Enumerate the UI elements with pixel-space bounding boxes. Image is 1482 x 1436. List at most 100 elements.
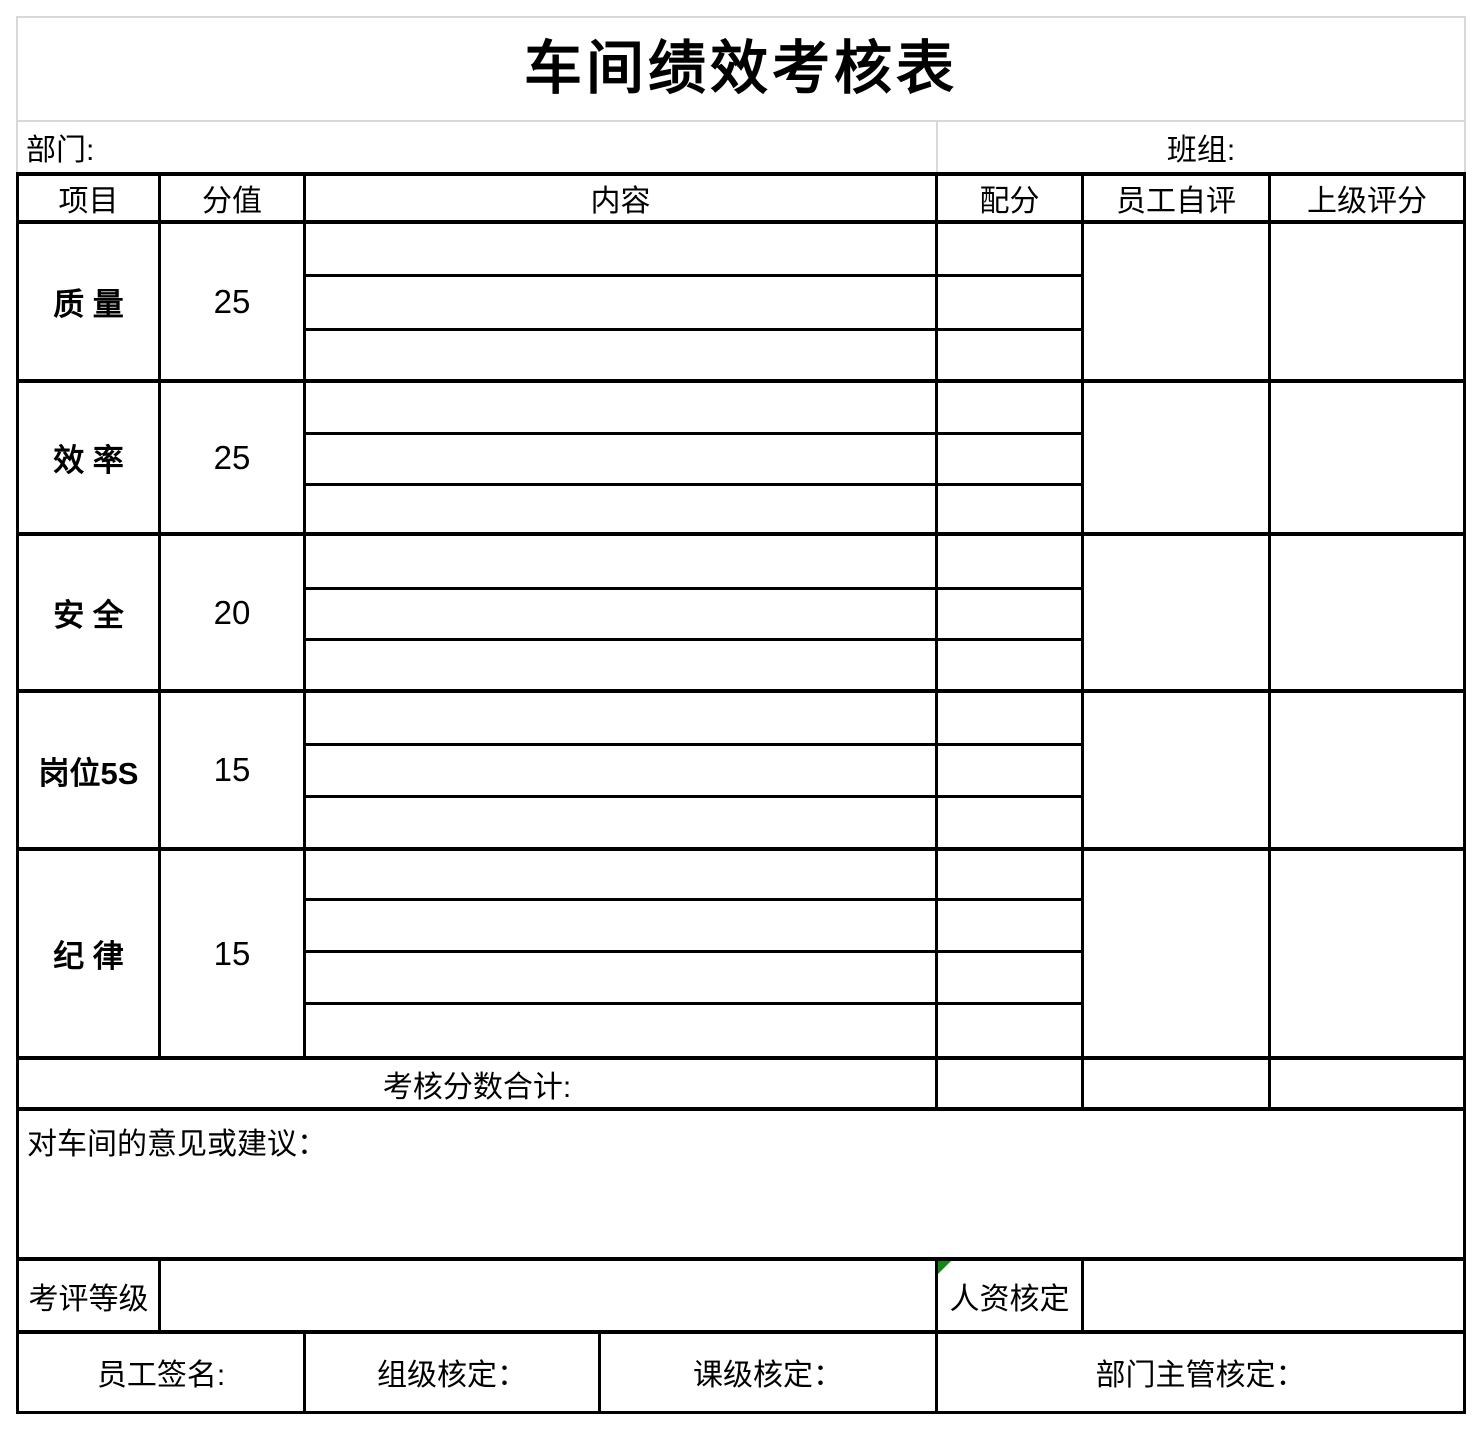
- content-cell[interactable]: [303, 220, 938, 277]
- total-allocation-cell[interactable]: [935, 1056, 1084, 1111]
- header-content: 内容: [303, 172, 938, 224]
- grade-row: 考评等级 人资核定: [16, 1257, 1466, 1334]
- allocation-cell[interactable]: [935, 432, 1084, 486]
- content-cell[interactable]: [303, 483, 938, 536]
- form-title-block: 车间绩效考核表: [16, 16, 1466, 120]
- content-cell[interactable]: [303, 328, 938, 383]
- content-cell[interactable]: [303, 532, 938, 590]
- assessment-form: 车间绩效考核表 部门: 班组: 项目 分值 内容 配分 员工自评 上级评分 质 …: [16, 16, 1466, 1414]
- content-cell[interactable]: [303, 638, 938, 693]
- total-supervisor-rating-cell[interactable]: [1268, 1056, 1466, 1111]
- category-discipline-score: 15: [158, 847, 306, 1060]
- category-quality: 质 量: [16, 220, 161, 383]
- content-cell[interactable]: [303, 274, 938, 331]
- category-discipline: 纪 律: [16, 847, 161, 1060]
- grade-value-cell[interactable]: [158, 1257, 938, 1334]
- content-cell[interactable]: [303, 587, 938, 641]
- header-allocation: 配分: [935, 172, 1084, 224]
- table-row: [18, 950, 1465, 1005]
- supervisor-rating-cell[interactable]: [1268, 689, 1466, 851]
- hr-approval-value-cell[interactable]: [1081, 1257, 1466, 1334]
- table-row: [18, 432, 1465, 486]
- self-rating-cell[interactable]: [1081, 847, 1271, 1060]
- allocation-cell[interactable]: [935, 483, 1084, 536]
- header-supervisor-rating: 上级评分: [1268, 172, 1466, 224]
- group-approval-label: 组级核定：: [377, 1359, 527, 1393]
- content-cell[interactable]: [303, 432, 938, 486]
- assessment-table: 项目 分值 内容 配分 员工自评 上级评分 质 量 25 效 率 25: [16, 172, 1466, 1414]
- content-cell[interactable]: [303, 795, 938, 851]
- self-rating-cell[interactable]: [1081, 220, 1271, 383]
- suggestion-label: 对车间的意见或建议：: [27, 1128, 327, 1161]
- allocation-cell[interactable]: [935, 274, 1084, 331]
- team-field[interactable]: 班组:: [938, 122, 1464, 172]
- section-approval-label: 课级核定：: [693, 1359, 843, 1393]
- table-row: [18, 743, 1465, 798]
- department-field[interactable]: 部门:: [18, 122, 938, 172]
- department-label: 部门:: [26, 134, 95, 167]
- grade-label: 考评等级: [16, 1257, 161, 1334]
- table-row: [18, 483, 1465, 536]
- category-efficiency: 效 率: [16, 379, 161, 536]
- supervisor-rating-cell[interactable]: [1268, 220, 1466, 383]
- supervisor-rating-cell[interactable]: [1268, 847, 1466, 1060]
- allocation-cell[interactable]: [935, 328, 1084, 383]
- self-rating-cell[interactable]: [1081, 689, 1271, 851]
- table-row: [18, 795, 1465, 851]
- content-cell[interactable]: [303, 898, 938, 953]
- allocation-cell[interactable]: [935, 795, 1084, 851]
- allocation-cell[interactable]: [935, 379, 1084, 435]
- hr-approval-label: 人资核定: [935, 1257, 1084, 1334]
- table-row: [18, 1002, 1465, 1060]
- allocation-cell[interactable]: [935, 638, 1084, 693]
- table-row: [18, 274, 1465, 331]
- table-header-row: 项目 分值 内容 配分 员工自评 上级评分: [16, 172, 1466, 224]
- hr-approval-text: 人资核定: [949, 1282, 1070, 1316]
- page-title: 车间绩效考核表: [523, 36, 958, 101]
- table-row: [18, 638, 1465, 693]
- allocation-cell[interactable]: [935, 898, 1084, 953]
- self-rating-cell[interactable]: [1081, 532, 1271, 693]
- allocation-cell[interactable]: [935, 532, 1084, 590]
- meta-row: 部门: 班组:: [16, 120, 1466, 172]
- self-rating-cell[interactable]: [1081, 379, 1271, 536]
- cell-error-indicator-icon: [939, 1263, 951, 1274]
- allocation-cell[interactable]: [935, 1002, 1084, 1060]
- suggestion-field[interactable]: 对车间的意见或建议：: [16, 1107, 1466, 1261]
- category-quality-score: 25: [158, 220, 306, 383]
- category-efficiency-score: 25: [158, 379, 306, 536]
- table-row: [18, 898, 1465, 953]
- header-self-rating: 员工自评: [1081, 172, 1271, 224]
- allocation-cell[interactable]: [935, 220, 1084, 277]
- allocation-cell[interactable]: [935, 950, 1084, 1005]
- supervisor-rating-cell[interactable]: [1268, 532, 1466, 693]
- table-row: 效 率 25: [16, 379, 1466, 536]
- header-score: 分值: [158, 172, 306, 224]
- table-row: 安 全 20: [16, 532, 1466, 693]
- total-score-label: 考核分数合计:: [16, 1056, 938, 1111]
- supervisor-rating-cell[interactable]: [1268, 379, 1466, 536]
- total-self-rating-cell[interactable]: [1081, 1056, 1271, 1111]
- table-row: 质 量 25: [16, 220, 1466, 383]
- dept-manager-approval-label: 部门主管核定：: [1095, 1359, 1306, 1393]
- content-cell[interactable]: [303, 847, 938, 901]
- allocation-cell[interactable]: [935, 743, 1084, 798]
- content-cell[interactable]: [303, 1002, 938, 1060]
- group-approval-cell[interactable]: 组级核定：: [303, 1330, 601, 1414]
- table-row: [18, 328, 1465, 383]
- dept-manager-approval-cell[interactable]: 部门主管核定：: [935, 1330, 1466, 1414]
- team-label: 班组:: [1166, 134, 1236, 167]
- category-workstation-5s-score: 15: [158, 689, 306, 851]
- employee-signature-cell[interactable]: 员工签名:: [16, 1330, 306, 1414]
- content-cell[interactable]: [303, 950, 938, 1005]
- section-approval-cell[interactable]: 课级核定：: [598, 1330, 938, 1414]
- allocation-cell[interactable]: [935, 587, 1084, 641]
- category-safety-score: 20: [158, 532, 306, 693]
- allocation-cell[interactable]: [935, 689, 1084, 746]
- content-cell[interactable]: [303, 743, 938, 798]
- header-item: 项目: [16, 172, 161, 224]
- content-cell[interactable]: [303, 689, 938, 746]
- content-cell[interactable]: [303, 379, 938, 435]
- allocation-cell[interactable]: [935, 847, 1084, 901]
